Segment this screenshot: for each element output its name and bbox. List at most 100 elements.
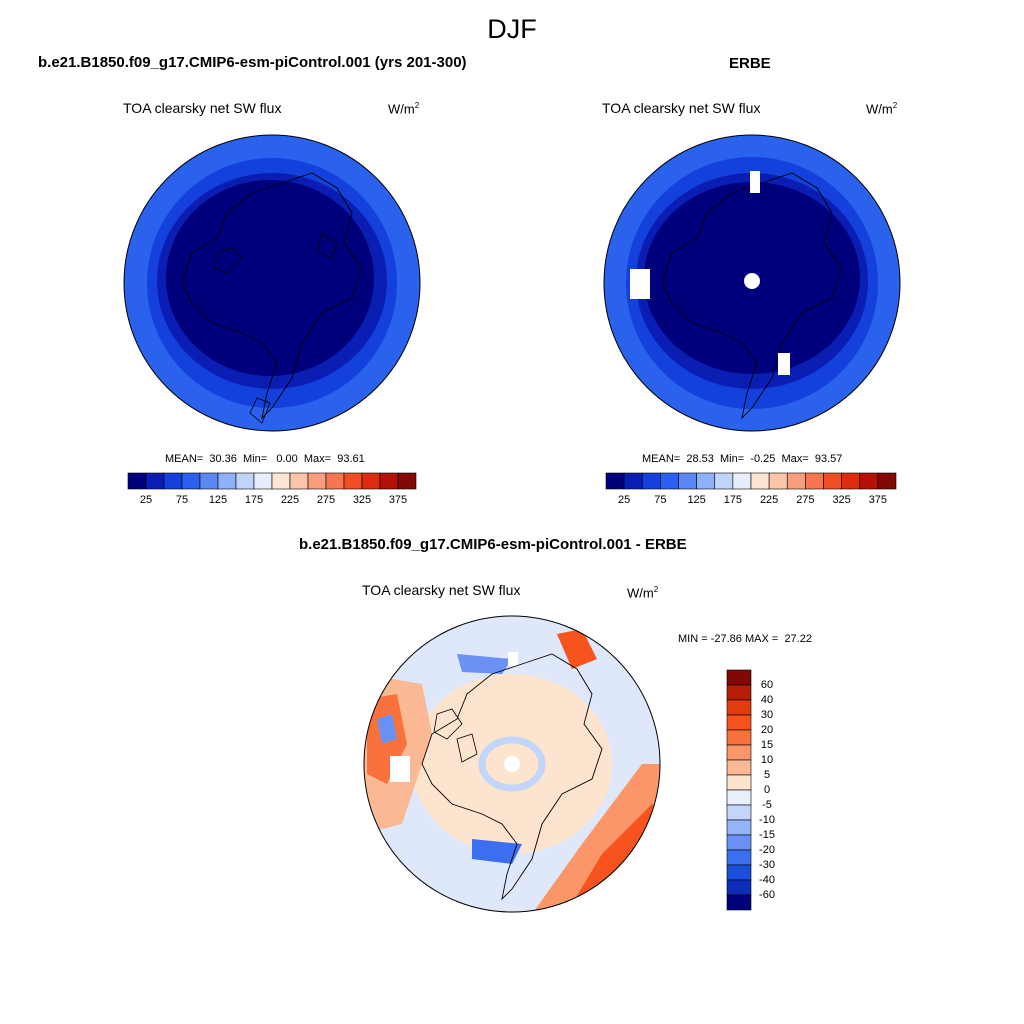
diff-missing-patch-north	[508, 652, 518, 666]
model-colorbar-swatch	[343, 472, 363, 490]
obs-colorbar-swatch	[714, 472, 734, 490]
diff-colorbar-swatch	[726, 699, 752, 716]
diff-map-west-cool	[377, 714, 397, 744]
diff-colorbar-tick-label: 20	[760, 724, 774, 736]
model-max-label: Max=	[303, 453, 332, 465]
model-colorbar-labels: 25 75 125 175 225 275 325 375	[128, 494, 416, 508]
obs-stats: MEAN= 28.53 Min= -0.25 Max= 93.57	[642, 453, 842, 465]
diff-colorbar-swatch	[726, 669, 752, 686]
model-colorbar-tick-label: 225	[280, 494, 300, 506]
diff-colorbar-tick-label: 15	[760, 739, 774, 751]
model-colorbar-swatch	[379, 472, 399, 490]
diff-colorbar	[726, 669, 752, 911]
obs-colorbar-tick-label: 275	[796, 494, 815, 506]
diff-colorbar-labels: 60 40 30 20 15 10 5 0 -5 -10 -15 -20 -30 -40 -60	[752, 670, 782, 910]
model-colorbar-tick-label: 25	[139, 494, 153, 506]
model-colorbar-swatch	[307, 472, 327, 490]
model-colorbar-tick-label: 275	[316, 494, 336, 506]
diff-colorbar-tick-label: -10	[759, 814, 775, 826]
obs-variable-label: TOA clearsky net SW flux	[602, 100, 761, 116]
obs-colorbar-swatch	[641, 472, 661, 490]
obs-polar-map	[603, 134, 901, 432]
diff-stats: MIN = -27.86 MAX = 27.22	[678, 633, 812, 645]
diff-colorbar-tick-label: -60	[759, 889, 775, 901]
diff-map-north-hot	[557, 629, 597, 669]
diff-colorbar-tick-label: 40	[760, 694, 774, 706]
diff-colorbar-tick-label: 5	[763, 769, 771, 781]
obs-colorbar	[605, 472, 897, 490]
diff-colorbar-swatch	[726, 759, 752, 776]
obs-mean-value: 28.53	[686, 453, 714, 465]
obs-colorbar-swatch	[786, 472, 806, 490]
diff-colorbar-tick-label: 30	[760, 709, 774, 721]
diff-unit-base: W/m	[627, 585, 654, 601]
obs-colorbar-swatch	[660, 472, 679, 490]
model-colorbar-tick-label: 75	[175, 494, 189, 506]
model-colorbar-tick-label: 375	[388, 494, 408, 506]
model-max-value: 93.61	[337, 453, 365, 465]
diff-colorbar-tick-label: -30	[759, 859, 775, 871]
diff-colorbar-swatch	[726, 714, 752, 731]
figure-season-title: DJF	[487, 14, 537, 44]
model-unit-exponent: 2	[414, 101, 420, 110]
obs-colorbar-swatch	[859, 472, 879, 490]
diff-missing-pole	[504, 756, 520, 772]
obs-missing-pole	[744, 273, 760, 289]
obs-colorbar-swatch	[877, 472, 897, 490]
model-mean-value: 30.36	[209, 453, 237, 465]
obs-missing-patch-west	[630, 269, 650, 299]
model-min-label: Min=	[243, 453, 268, 465]
diff-min-value: -27.86	[710, 633, 742, 645]
obs-colorbar-swatch	[768, 472, 788, 490]
model-coastline	[181, 172, 363, 420]
diff-colorbar-swatch	[726, 879, 752, 896]
obs-unit-exponent: 2	[892, 101, 898, 110]
model-colorbar-swatch	[397, 472, 417, 490]
diff-colorbar-swatch	[726, 894, 752, 911]
obs-min-label: Min=	[720, 453, 745, 465]
model-min-value: 0.00	[276, 453, 298, 465]
obs-colorbar-tick-label: 25	[618, 494, 631, 506]
obs-mean-label: MEAN=	[642, 453, 681, 465]
model-mean-label: MEAN=	[165, 453, 204, 465]
diff-variable-label: TOA clearsky net SW flux	[362, 582, 521, 598]
obs-missing-patch-north	[750, 171, 760, 193]
diff-max-label: MAX =	[744, 633, 779, 645]
model-colorbar-swatch	[127, 472, 147, 490]
diff-unit-exponent: 2	[653, 585, 659, 594]
model-panel-title: b.e21.B1850.f09_g17.CMIP6-esm-piControl.…	[38, 54, 467, 71]
model-colorbar-swatch	[199, 472, 219, 490]
model-colorbar-swatch	[253, 472, 273, 490]
obs-colorbar-swatch	[841, 472, 861, 490]
obs-coastline	[661, 172, 843, 420]
model-islands	[213, 232, 338, 424]
diff-colorbar-tick-label: -40	[759, 874, 775, 886]
diff-colorbar-swatch	[726, 744, 752, 761]
model-colorbar-swatch	[361, 472, 381, 490]
model-unit-label: W/m2	[388, 101, 419, 116]
diff-polar-map	[363, 615, 661, 913]
diff-map-pole-ring	[478, 736, 546, 792]
obs-max-label: Max=	[781, 453, 809, 465]
model-colorbar-swatch	[271, 472, 291, 490]
obs-colorbar-tick-label: 125	[687, 494, 706, 506]
obs-colorbar-tick-label: 175	[723, 494, 743, 506]
obs-panel-title: ERBE	[729, 55, 771, 72]
diff-colorbar-swatch	[726, 849, 752, 866]
diff-colorbar-swatch	[726, 864, 752, 881]
obs-map-border	[603, 134, 901, 432]
obs-min-value: -0.25	[750, 453, 776, 465]
diff-colorbar-tick-label: 60	[760, 679, 774, 691]
model-colorbar-swatch	[217, 472, 237, 490]
obs-unit-label: W/m2	[866, 101, 897, 116]
model-colorbar	[127, 472, 417, 490]
obs-max-value: 93.57	[814, 453, 843, 465]
diff-colorbar-tick-label: -20	[759, 844, 775, 856]
model-colorbar-swatch	[163, 472, 183, 490]
model-colorbar-swatch	[325, 472, 345, 490]
diff-colorbar-tick-label: -15	[759, 829, 775, 841]
diff-colorbar-swatch	[726, 684, 752, 701]
diff-min-label: MIN =	[678, 633, 708, 645]
obs-colorbar-swatch	[605, 472, 625, 490]
model-colorbar-tick-label: 125	[208, 494, 228, 506]
